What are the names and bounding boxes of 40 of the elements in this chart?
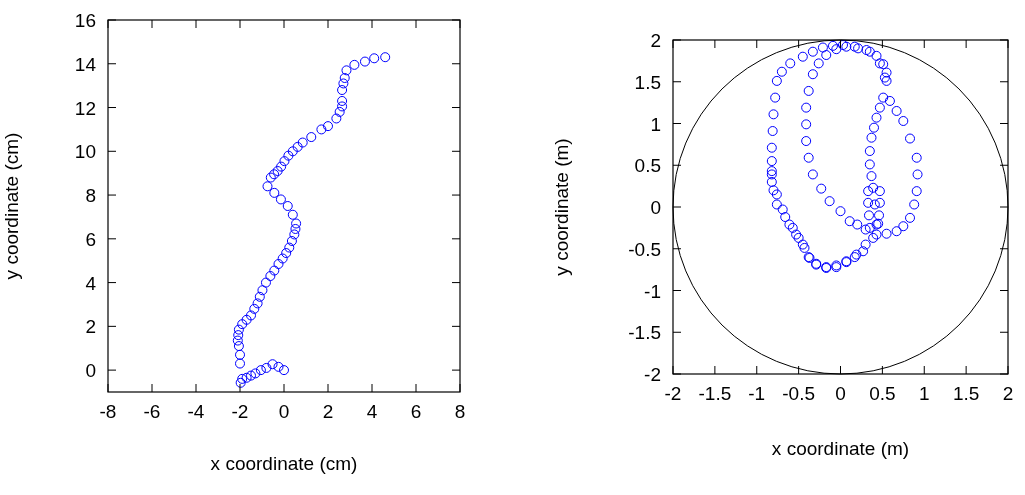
x-tick-label: -8 (99, 401, 117, 422)
y-tick-label: 6 (85, 228, 96, 250)
x-tick-label: 0 (278, 401, 290, 422)
y-tick-label: 2 (85, 316, 96, 338)
x-tick-label: -6 (143, 401, 161, 422)
x-axis-title: x coordinate (cm) (210, 453, 358, 474)
x-axis-title: x coordinate (m) (771, 438, 910, 459)
x-tick-label: 2 (322, 401, 334, 422)
y-tick-label: 1.5 (634, 71, 661, 93)
y-tick-label: 0.5 (634, 155, 661, 177)
x-tick-label: -1 (748, 383, 766, 404)
x-tick-label: -2 (664, 383, 682, 404)
y-tick-label: 2 (650, 30, 661, 51)
y-tick-label: 10 (74, 141, 96, 163)
x-tick-label: -1.5 (698, 383, 732, 404)
x-tick-label: 8 (454, 401, 466, 422)
y-tick-label: 1 (650, 113, 661, 135)
y-tick-label: 16 (74, 10, 96, 31)
x-tick-label: -0.5 (782, 383, 815, 404)
y-axis-title: y coordinate (m) (551, 138, 572, 276)
x-tick-label: 2 (1002, 383, 1014, 404)
x-tick-label: 6 (410, 401, 422, 422)
y-tick-label: 0 (85, 360, 96, 382)
y-tick-label: -1.5 (628, 322, 661, 344)
x-tick-label: 0 (835, 383, 846, 404)
y-tick-label: 0 (650, 197, 661, 218)
x-tick-label: -2 (231, 401, 249, 422)
y-tick-label: -2 (644, 364, 661, 385)
y-tick-label: 14 (74, 53, 97, 75)
x-tick-label: 1 (918, 383, 930, 404)
y-tick-label: 8 (85, 185, 96, 207)
x-tick-label: 1.5 (952, 383, 980, 404)
y-tick-label: 12 (74, 97, 96, 119)
x-tick-label: 0.5 (869, 383, 896, 404)
y-tick-label: -1 (644, 280, 661, 302)
x-tick-label: -4 (187, 401, 205, 422)
x-tick-label: 4 (366, 401, 378, 422)
y-tick-label: 4 (85, 272, 97, 294)
y-axis-title: y coordinate (cm) (1, 132, 22, 280)
y-tick-label: -0.5 (628, 238, 661, 260)
